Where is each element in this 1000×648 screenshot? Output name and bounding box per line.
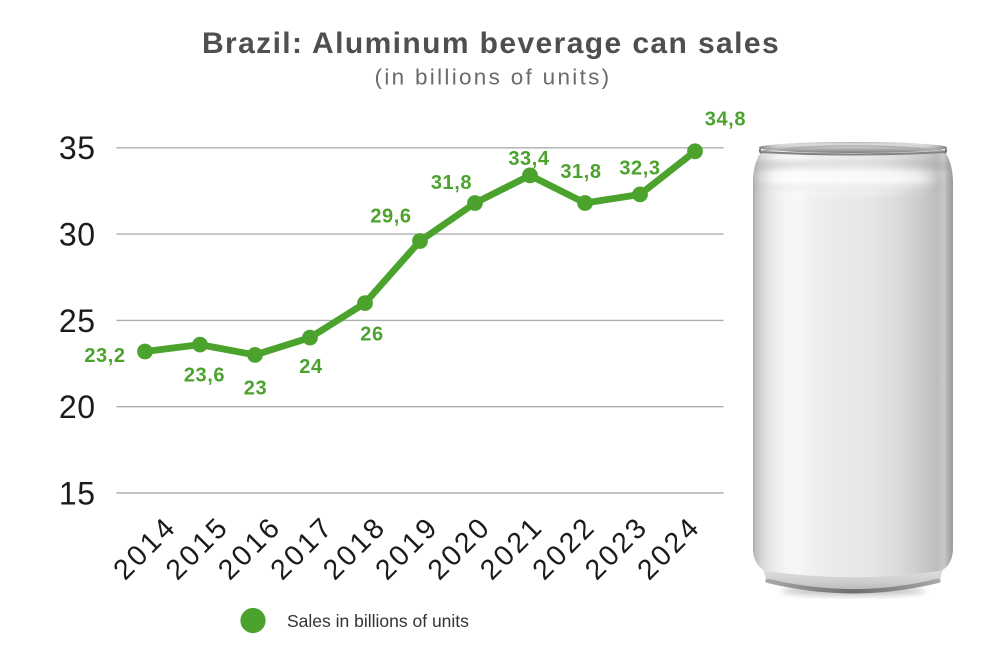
svg-text:35: 35 (59, 130, 96, 166)
svg-text:15: 15 (59, 475, 96, 511)
svg-text:23,2: 23,2 (84, 345, 125, 367)
svg-text:31,8: 31,8 (560, 161, 601, 183)
svg-text:29,6: 29,6 (370, 205, 411, 227)
svg-text:(in billions of units): (in billions of units) (375, 65, 612, 90)
svg-text:Brazil: Aluminum beverage can: Brazil: Aluminum beverage can sales (202, 27, 780, 60)
svg-text:33,4: 33,4 (508, 148, 550, 170)
svg-text:26: 26 (360, 324, 383, 346)
svg-text:20: 20 (59, 389, 96, 425)
svg-text:24: 24 (299, 356, 323, 378)
svg-text:23,6: 23,6 (184, 364, 225, 386)
svg-text:32,3: 32,3 (619, 157, 660, 179)
svg-text:25: 25 (59, 303, 96, 339)
svg-text:Sales in billions of units: Sales in billions of units (287, 611, 469, 631)
svg-text:31,8: 31,8 (431, 172, 472, 194)
svg-text:30: 30 (59, 217, 96, 253)
svg-text:23: 23 (244, 378, 267, 400)
svg-text:34,8: 34,8 (705, 109, 746, 131)
